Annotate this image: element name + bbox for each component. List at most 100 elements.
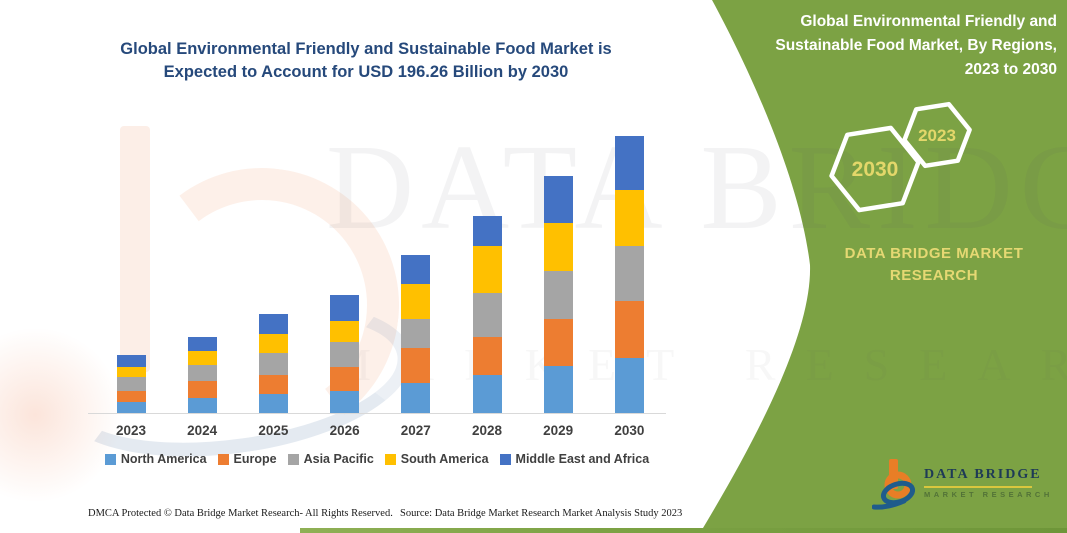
- panel-heading: Global Environmental Friendly and Sustai…: [757, 10, 1057, 82]
- bar-segment-2028-europe: [472, 336, 502, 375]
- bar-segment-2030-europe: [614, 301, 644, 358]
- badge-2023-label: 2023: [918, 126, 956, 145]
- legend-label: North America: [120, 452, 207, 466]
- legend-label: Middle East and Africa: [515, 452, 650, 466]
- brand-name: DATA BRIDGE MARKET RESEARCH: [808, 243, 1060, 287]
- legend-label: South America: [400, 452, 489, 466]
- bar-segment-2023-south-america: [116, 366, 146, 377]
- bottom-accent-strip: [300, 528, 1067, 533]
- stacked-bar-2028: [472, 215, 502, 413]
- x-axis-labels: 2023 2024 2025 2026 2027 2028 2029 2030: [88, 423, 666, 441]
- panel-heading-line3: 2023 to 2030: [964, 61, 1057, 78]
- bar-segment-2026-middle-east-and-africa: [330, 295, 360, 321]
- legend-swatch: [217, 453, 229, 465]
- stacked-bar-2030: [614, 136, 644, 413]
- bar-segment-2029-south-america: [543, 223, 573, 272]
- page-title-line1: Global Environmental Friendly and Sustai…: [120, 40, 612, 58]
- company-logo-subtitle: MARKET RESEARCH: [924, 490, 1053, 499]
- bar-segment-2024-asia-pacific: [187, 364, 217, 381]
- company-logo-name: DATA BRIDGE: [924, 467, 1042, 482]
- badge-2030-label: 2030: [852, 158, 899, 181]
- bar-segment-2027-middle-east-and-africa: [401, 254, 431, 284]
- bar-segment-2025-north-america: [258, 393, 288, 413]
- bar-segment-2026-south-america: [330, 320, 360, 343]
- bar-segment-2026-asia-pacific: [330, 342, 360, 367]
- legend-item-europe: Europe: [217, 452, 277, 466]
- hexagon-badge-2030: [829, 125, 921, 213]
- bar-segment-2023-europe: [116, 390, 146, 403]
- stacked-bar-2025: [258, 313, 288, 413]
- legend-swatch: [384, 453, 396, 465]
- legend-swatch: [499, 453, 511, 465]
- plot-area: [88, 134, 666, 413]
- stacked-bar-2026: [330, 295, 360, 413]
- stacked-bar-2024: [187, 336, 217, 413]
- company-logo-rule: [924, 486, 1032, 488]
- bar-segment-2024-north-america: [187, 398, 217, 413]
- x-axis-line: [88, 413, 666, 414]
- stacked-bar-2023: [116, 354, 146, 413]
- legend-item-north-america: North America: [104, 452, 207, 466]
- bar-segment-2029-europe: [543, 319, 573, 367]
- legend-item-south-america: South America: [384, 452, 489, 466]
- bar-segment-2029-north-america: [543, 366, 573, 413]
- bar-segment-2025-europe: [258, 374, 288, 394]
- legend-label: Asia Pacific: [303, 452, 374, 466]
- bar-segment-2028-south-america: [472, 245, 502, 293]
- hexagon-badge-2023: [902, 101, 972, 169]
- footer-source: Source: Data Bridge Market Research Mark…: [400, 508, 683, 519]
- bar-segment-2030-north-america: [614, 357, 644, 413]
- legend-label: Europe: [233, 452, 277, 466]
- legend-item-asia-pacific: Asia Pacific: [287, 452, 374, 466]
- legend-swatch: [287, 453, 299, 465]
- x-axis-label-2029: 2029: [543, 423, 574, 438]
- bar-segment-2029-middle-east-and-africa: [543, 176, 573, 224]
- bar-segment-2028-north-america: [472, 374, 502, 413]
- x-axis-label-2028: 2028: [471, 423, 503, 438]
- legend-swatch: [104, 453, 116, 465]
- page-title: Global Environmental Friendly and Sustai…: [60, 38, 672, 84]
- bar-segment-2025-south-america: [258, 334, 288, 354]
- x-axis-label-2027: 2027: [400, 423, 431, 438]
- chart-legend: North America Europe Asia Pacific South Ame…: [88, 452, 666, 466]
- bar-segment-2030-asia-pacific: [614, 245, 644, 302]
- watermark-logo-b-stem: [120, 126, 150, 372]
- footer-dmca: DMCA Protected © Data Bridge Market Rese…: [88, 508, 393, 519]
- bar-segment-2027-europe: [401, 347, 431, 383]
- x-axis-label-2025: 2025: [258, 423, 289, 438]
- company-logo-icon: [872, 459, 916, 510]
- bar-segment-2029-asia-pacific: [543, 271, 573, 320]
- brand-name-line1: DATA BRIDGE MARKET: [844, 245, 1024, 262]
- bar-segment-2025-middle-east-and-africa: [258, 313, 288, 334]
- bar-segment-2025-asia-pacific: [258, 353, 288, 375]
- year-badges: 2030 2023: [829, 101, 972, 213]
- company-logo: DATA BRIDGE MARKET RESEARCH: [872, 455, 1053, 515]
- bar-segment-2026-north-america: [330, 390, 360, 413]
- x-axis-label-2026: 2026: [329, 423, 360, 438]
- bar-segment-2023-middle-east-and-africa: [116, 354, 146, 367]
- bar-segment-2028-middle-east-and-africa: [472, 215, 502, 246]
- x-axis-label-2023: 2023: [115, 423, 147, 438]
- bar-segment-2024-middle-east-and-africa: [187, 336, 217, 351]
- stacked-bar-2027: [401, 254, 431, 413]
- legend-item-middle-east-and-africa: Middle East and Africa: [499, 452, 650, 466]
- bar-segment-2028-asia-pacific: [472, 292, 502, 337]
- brand-name-line2: RESEARCH: [889, 267, 979, 284]
- x-axis-label-2030: 2030: [614, 423, 645, 438]
- bar-segment-2024-europe: [187, 380, 217, 399]
- bar-segment-2024-south-america: [187, 350, 217, 365]
- bar-segment-2023-asia-pacific: [116, 376, 146, 391]
- bar-segment-2030-south-america: [614, 190, 644, 246]
- panel-heading-line1: Global Environmental Friendly and: [800, 13, 1057, 30]
- bar-segment-2026-europe: [330, 366, 360, 391]
- bar-segment-2027-south-america: [401, 283, 431, 319]
- bar-segment-2027-north-america: [401, 382, 431, 413]
- bar-segment-2023-north-america: [116, 402, 146, 413]
- stacked-bar-2029: [543, 176, 573, 413]
- panel-heading-line2: Sustainable Food Market, By Regions,: [775, 37, 1057, 54]
- x-axis-label-2024: 2024: [187, 423, 218, 438]
- bar-segment-2030-middle-east-and-africa: [614, 136, 644, 191]
- page-title-line2: Expected to Account for USD 196.26 Billi…: [163, 63, 569, 81]
